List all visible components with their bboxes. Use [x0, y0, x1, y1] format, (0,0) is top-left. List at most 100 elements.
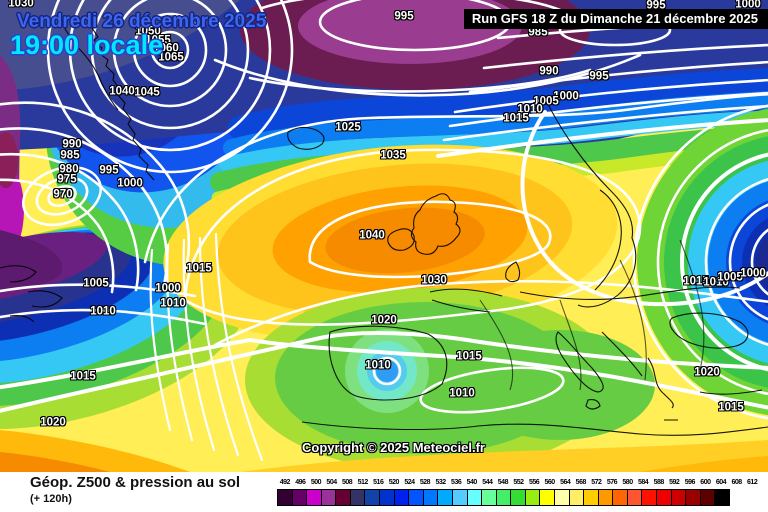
- pressure-label: 1050: [135, 25, 161, 38]
- pressure-label: 1020: [694, 366, 720, 379]
- copyright-text: Copyright © 2025 Meteociel.fr: [302, 440, 485, 455]
- legend-value: 552: [513, 479, 524, 486]
- pressure-label: 1000: [735, 0, 761, 11]
- legend-color-swatch: [320, 489, 337, 506]
- pressure-label: 1060: [153, 42, 179, 55]
- legend-color-swatch: [349, 489, 366, 506]
- forecast-time-text: 19:00 locale: [10, 30, 164, 60]
- pressure-label: 985: [60, 149, 80, 162]
- legend-color-swatch: [335, 489, 351, 506]
- pressure-label: 975: [57, 173, 77, 186]
- legend-value: 556: [528, 479, 540, 486]
- pressure-label: 1010: [703, 276, 729, 289]
- pressure-label: 1015: [186, 262, 212, 275]
- pressure-label: 1000: [553, 90, 579, 103]
- pressure-label: 1020: [371, 314, 397, 327]
- legend-color-swatch: [510, 489, 526, 506]
- legend-color-swatch: [422, 489, 439, 506]
- legend-color-swatch: [612, 489, 628, 506]
- legend-value: 596: [684, 479, 696, 486]
- legend-value: 500: [310, 479, 322, 486]
- legend-value: 592: [669, 479, 680, 486]
- legend-value: 536: [451, 479, 462, 486]
- color-scale-legend: 492 496 500 504 508 512 516 520 524 528 532 536 540 5…: [277, 479, 760, 506]
- legend-value: 528: [419, 479, 431, 486]
- legend-value: 572: [591, 479, 602, 486]
- footer-bar: Géop. Z500 & pression au sol (+ 120h) 49…: [0, 472, 768, 512]
- legend-value: 532: [435, 479, 446, 486]
- legend-value: 580: [622, 479, 633, 486]
- legend-color-swatch: [291, 489, 308, 506]
- pressure-label: 995: [646, 0, 666, 12]
- legend-value: 540: [466, 479, 478, 486]
- map-field-art: [0, 0, 768, 472]
- legend-color-swatch: [364, 489, 381, 506]
- pressure-label: 1040: [359, 229, 385, 242]
- legend-value: 524: [404, 479, 415, 486]
- pressure-label: 995: [394, 10, 414, 23]
- legend-color-swatch: [451, 489, 468, 506]
- legend-value: 604: [715, 479, 727, 486]
- legend-color-swatch: [539, 489, 555, 506]
- pressure-label: 1000: [155, 282, 181, 295]
- legend-color-swatch: [306, 489, 322, 506]
- legend-color-swatch: [656, 489, 672, 506]
- pressure-label: 1015: [718, 401, 744, 414]
- legend-color-swatch: [641, 489, 658, 506]
- legend-color-swatch: [393, 489, 410, 506]
- legend-color-swatch: [379, 489, 395, 506]
- pressure-label: 995: [99, 164, 119, 177]
- legend-value: 564: [560, 479, 571, 486]
- legend-color-swatch: [583, 489, 599, 506]
- pressure-label: 1005: [717, 271, 743, 284]
- pressure-label: 1015: [70, 370, 96, 383]
- model-run-banner: Run GFS 18 Z du Dimanche 21 décembre 202…: [463, 9, 768, 29]
- legend-value: 496: [295, 479, 306, 486]
- pressure-label: 995: [589, 70, 609, 83]
- pressure-label: 990: [539, 65, 559, 78]
- legend-value: 512: [357, 479, 369, 486]
- legend-color-swatch: [568, 489, 585, 506]
- pressure-label: 1040: [109, 85, 135, 98]
- legend-color-swatch: [626, 489, 643, 506]
- pressure-label: 1015: [503, 112, 529, 125]
- legend-value: 548: [497, 479, 509, 486]
- pressure-label: 1065: [158, 51, 184, 64]
- legend-color-swatch: [553, 489, 570, 506]
- legend-color-swatch: [408, 489, 424, 506]
- geopotential-map: 1030 995 995 1000 985 1050 1055 1060 1065 1040 104…: [0, 0, 768, 472]
- legend-value: 508: [342, 479, 353, 486]
- legend-value: 608: [731, 479, 742, 486]
- pressure-label: 980: [59, 163, 79, 176]
- legend-value: 600: [700, 479, 711, 486]
- pressure-label: 1005: [83, 277, 109, 290]
- legend-color-swatch: [466, 489, 483, 506]
- pressure-label: 1055: [145, 34, 171, 47]
- pressure-label: 1015: [683, 275, 709, 288]
- pressure-label: 1035: [380, 149, 406, 162]
- legend-color-swatch: [699, 489, 716, 506]
- legend-color-swatch: [597, 489, 614, 506]
- legend-value: 504: [326, 479, 337, 486]
- pressure-label: 1025: [335, 121, 361, 134]
- legend-color-swatch: [670, 489, 687, 506]
- legend-value: 584: [637, 479, 649, 486]
- legend-color-swatch: [481, 489, 497, 506]
- pressure-label: 1045: [134, 86, 160, 99]
- map-title: Géop. Z500 & pression au sol: [30, 474, 241, 491]
- pressure-label: 1015: [456, 350, 482, 363]
- legend-value: 520: [388, 479, 400, 486]
- pressure-label: 1020: [40, 416, 66, 429]
- legend-color-swatch: [277, 489, 293, 506]
- coastline-lines: [0, 19, 768, 436]
- pressure-label: 970: [53, 188, 73, 201]
- legend-value: 492: [279, 479, 291, 486]
- pressure-label: 1010: [517, 103, 543, 116]
- pressure-label: 1000: [117, 177, 143, 190]
- pressure-label: 985: [528, 26, 548, 39]
- forecast-date-text: Vendredi 26 décembre 2025: [17, 11, 267, 32]
- pressure-label: 1010: [160, 297, 186, 310]
- legend-value: 588: [653, 479, 665, 486]
- legend-color-swatch: [714, 489, 730, 506]
